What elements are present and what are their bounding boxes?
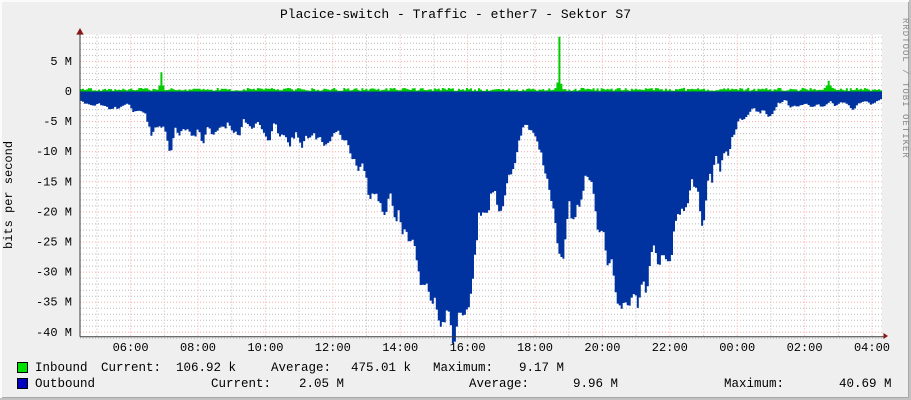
- svg-text:12:00: 12:00: [315, 341, 351, 355]
- svg-text:02:00: 02:00: [787, 341, 823, 355]
- svg-text:10:00: 10:00: [247, 341, 283, 355]
- svg-text:20:00: 20:00: [584, 341, 620, 355]
- svg-text:06:00: 06:00: [113, 341, 149, 355]
- svg-text:16:00: 16:00: [450, 341, 486, 355]
- svg-text:04:00: 04:00: [854, 341, 890, 355]
- svg-text:18:00: 18:00: [517, 341, 553, 355]
- svg-text:14:00: 14:00: [382, 341, 418, 355]
- svg-text:22:00: 22:00: [652, 341, 688, 355]
- svg-text:-10 M: -10 M: [36, 145, 72, 159]
- svg-text:-5 M: -5 M: [43, 115, 72, 129]
- svg-text:-40 M: -40 M: [36, 326, 72, 340]
- svg-text:08:00: 08:00: [180, 341, 216, 355]
- svg-text:-15 M: -15 M: [36, 175, 72, 189]
- svg-text:5 M: 5 M: [50, 55, 72, 69]
- svg-text:0: 0: [65, 85, 72, 99]
- svg-text:-30 M: -30 M: [36, 266, 72, 280]
- svg-text:-20 M: -20 M: [36, 205, 72, 219]
- svg-text:-25 M: -25 M: [36, 236, 72, 250]
- svg-text:00:00: 00:00: [719, 341, 755, 355]
- svg-text:-35 M: -35 M: [36, 296, 72, 310]
